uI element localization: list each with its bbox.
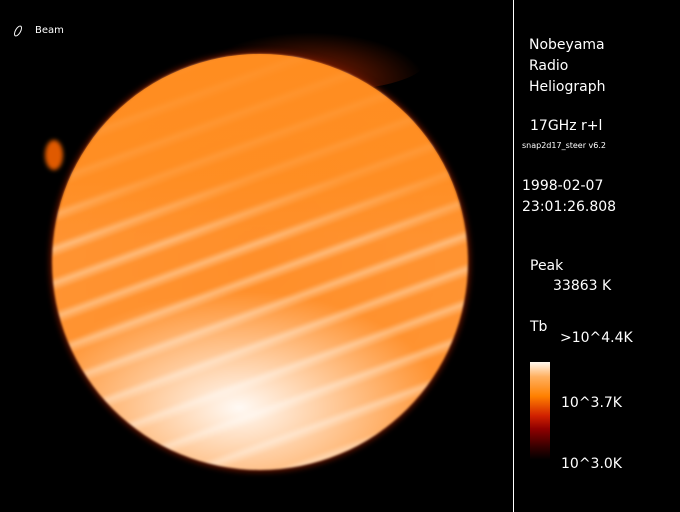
- frequency: 17GHz r+l: [530, 118, 603, 134]
- observation-date: 1998-02-07: [522, 178, 604, 194]
- divider: [513, 0, 514, 512]
- beam-ellipse-icon: [12, 24, 24, 38]
- peak-label: Peak: [530, 258, 564, 274]
- solar-disc-shading: [52, 54, 468, 470]
- instrument-name-2: Radio: [529, 58, 569, 74]
- software-version: snap2d17_steer v6.2: [522, 141, 607, 150]
- prominence: [45, 140, 63, 170]
- colorbar-max: >10^4.4K: [560, 330, 633, 346]
- colorbar: [530, 362, 550, 460]
- colorbar-label: Tb: [530, 319, 548, 335]
- peak-value: 33863 K: [553, 278, 612, 294]
- colorbar-mid: 10^3.7K: [561, 395, 622, 411]
- beam-label: Beam: [35, 25, 64, 36]
- instrument-name-1: Nobeyama: [529, 37, 605, 53]
- observation-time: 23:01:26.808: [522, 199, 617, 215]
- instrument-name-3: Heliograph: [529, 79, 606, 95]
- colorbar-min: 10^3.0K: [561, 456, 622, 472]
